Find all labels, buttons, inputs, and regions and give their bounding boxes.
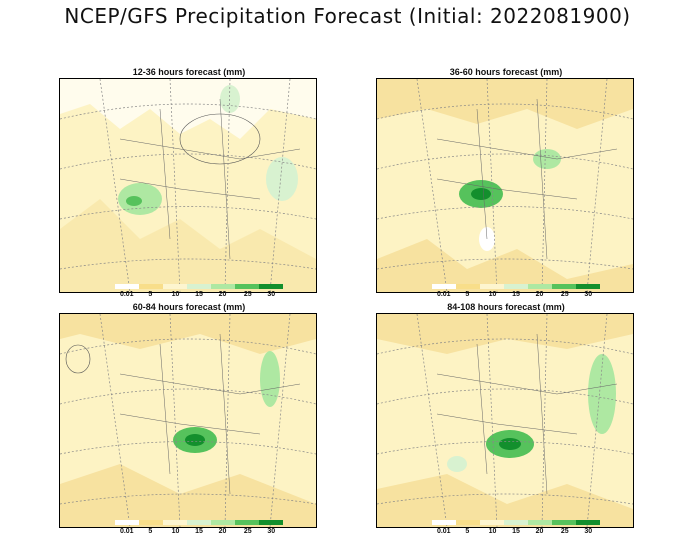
map-graphic <box>377 79 633 292</box>
colorbar-labels-3: 0.01 5 10 15 20 25 30 <box>119 528 276 535</box>
colorbar-swatch <box>576 520 600 525</box>
colorbar-swatch <box>115 284 139 289</box>
colorbar-swatch <box>480 284 504 289</box>
colorbar-swatch <box>432 284 456 289</box>
colorbar-swatch <box>504 520 528 525</box>
map-graphic <box>377 314 633 527</box>
colorbar-swatch <box>187 284 211 289</box>
colorbar-swatch <box>528 284 552 289</box>
colorbar-swatch <box>235 520 259 525</box>
panel-title-2: 36-60 hours forecast (mm) <box>449 67 563 77</box>
colorbar-3 <box>115 520 283 525</box>
colorbar-swatch <box>552 284 576 289</box>
map-graphic <box>60 314 316 527</box>
colorbar-labels-2: 0.01 5 10 15 20 25 30 <box>436 291 593 298</box>
colorbar-swatch <box>163 284 187 289</box>
page-title: NCEP/GFS Precipitation Forecast (Initial… <box>64 4 631 28</box>
colorbar-swatch <box>139 520 163 525</box>
colorbar-2 <box>432 284 600 289</box>
colorbar-swatch <box>259 284 283 289</box>
colorbar-swatch <box>576 284 600 289</box>
colorbar-swatch <box>187 520 211 525</box>
forecast-map-panel-1 <box>59 78 317 293</box>
colorbar-swatch <box>480 520 504 525</box>
colorbar-1 <box>115 284 283 289</box>
colorbar-swatch <box>528 520 552 525</box>
colorbar-swatch <box>211 520 235 525</box>
panel-title-4: 84-108 hours forecast (mm) <box>447 302 565 312</box>
colorbar-swatch <box>163 520 187 525</box>
colorbar-swatch <box>211 284 235 289</box>
colorbar-swatch <box>552 520 576 525</box>
colorbar-swatch <box>504 284 528 289</box>
colorbar-labels-1: 0.01 5 10 15 20 25 30 <box>119 291 276 298</box>
forecast-map-panel-4 <box>376 313 634 528</box>
colorbar-swatch <box>235 284 259 289</box>
colorbar-swatch <box>115 520 139 525</box>
colorbar-swatch <box>432 520 456 525</box>
panel-title-3: 60-84 hours forecast (mm) <box>132 302 246 312</box>
panel-title-1: 12-36 hours forecast (mm) <box>132 67 246 77</box>
colorbar-labels-4: 0.01 5 10 15 20 25 30 <box>436 528 593 535</box>
forecast-map-panel-2 <box>376 78 634 293</box>
colorbar-swatch <box>139 284 163 289</box>
colorbar-swatch <box>456 284 480 289</box>
colorbar-4 <box>432 520 600 525</box>
colorbar-swatch <box>456 520 480 525</box>
colorbar-swatch <box>259 520 283 525</box>
forecast-map-panel-3 <box>59 313 317 528</box>
map-graphic <box>60 79 316 292</box>
